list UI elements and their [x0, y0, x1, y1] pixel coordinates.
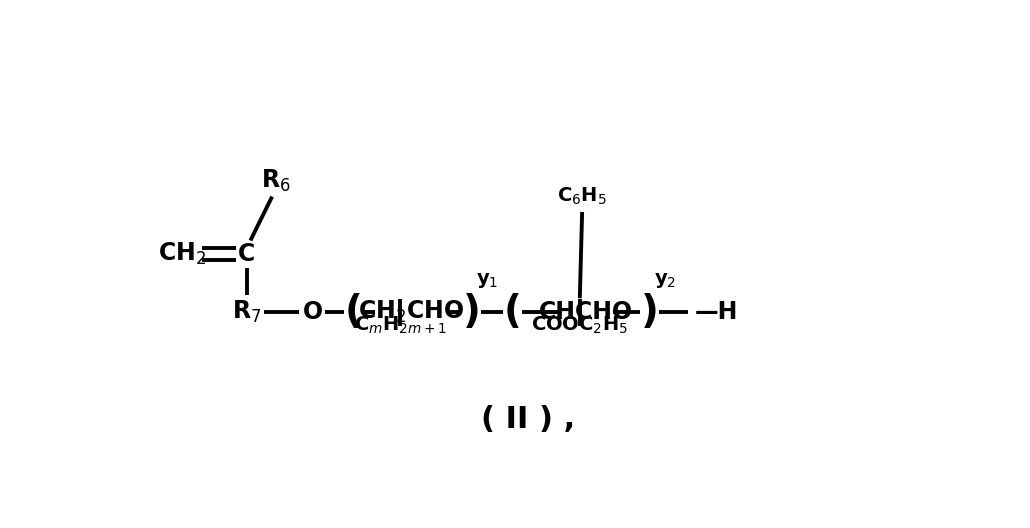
Text: ( II ) ,: ( II ) ,	[481, 406, 575, 435]
Text: CH$_2$CHO: CH$_2$CHO	[358, 299, 465, 325]
Text: (: (	[345, 293, 363, 331]
Text: (: (	[504, 293, 521, 331]
Text: C: C	[238, 242, 255, 266]
Text: R$_7$: R$_7$	[232, 299, 262, 325]
Text: —H: —H	[694, 300, 737, 324]
Text: ): )	[641, 293, 658, 331]
Text: R$_6$: R$_6$	[261, 168, 290, 194]
Text: CHCHO: CHCHO	[539, 300, 633, 324]
Text: CH$_2$: CH$_2$	[159, 241, 206, 267]
Text: COOC$_2$H$_5$: COOC$_2$H$_5$	[531, 315, 628, 336]
Text: ): )	[462, 293, 480, 331]
Text: y$_2$: y$_2$	[654, 271, 676, 290]
Text: C$_6$H$_5$: C$_6$H$_5$	[557, 186, 607, 207]
Text: C$_m$H$_{2m+1}$: C$_m$H$_{2m+1}$	[353, 315, 446, 336]
Text: y$_1$: y$_1$	[476, 271, 497, 290]
Text: O: O	[303, 300, 323, 324]
